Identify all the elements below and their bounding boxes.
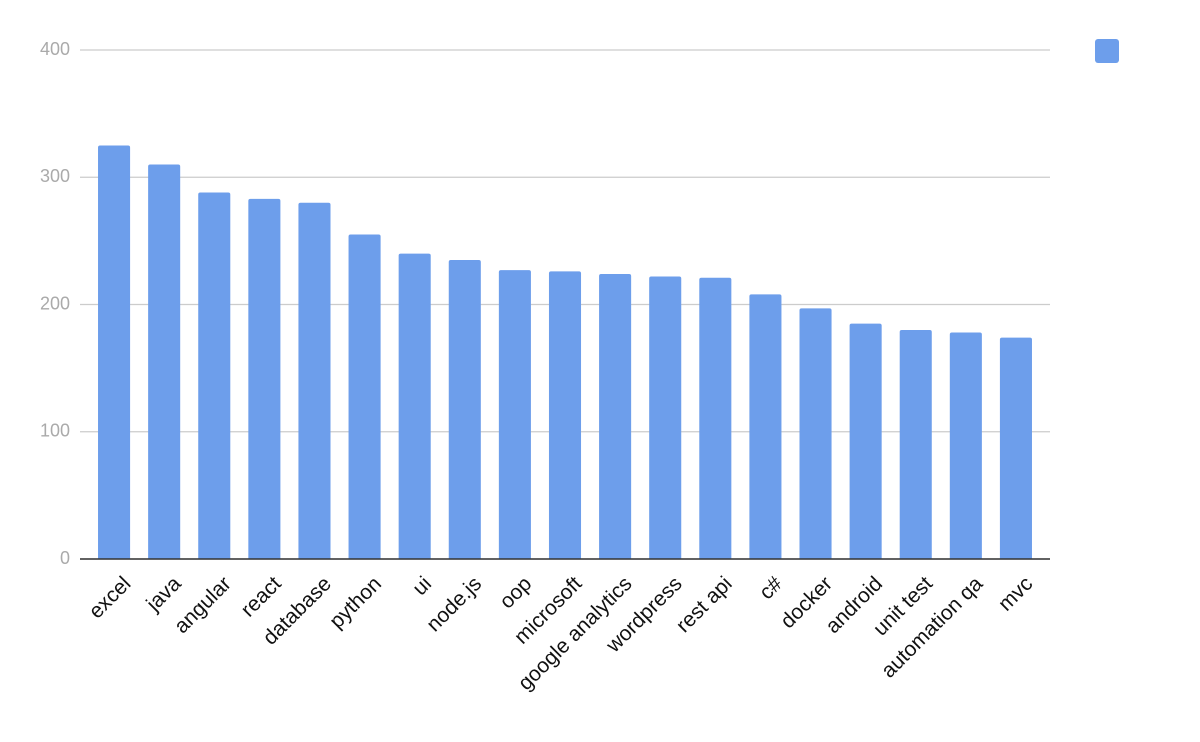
x-tick-label: c# bbox=[755, 572, 787, 604]
x-tick-label: mvc bbox=[994, 572, 1037, 615]
bar bbox=[248, 198, 281, 559]
bar bbox=[949, 332, 982, 559]
bar bbox=[599, 273, 632, 559]
bar bbox=[649, 276, 682, 559]
x-tick-label: node.js bbox=[422, 572, 486, 636]
bar bbox=[999, 337, 1032, 559]
bar bbox=[198, 192, 231, 559]
x-tick-label: angular bbox=[170, 572, 236, 638]
bar bbox=[98, 145, 131, 559]
legend-swatch bbox=[1095, 39, 1119, 63]
bar bbox=[348, 234, 381, 559]
x-tick-label: excel bbox=[85, 572, 136, 623]
y-tick-label: 400 bbox=[40, 39, 70, 59]
x-tick-label: java bbox=[141, 572, 185, 616]
bar bbox=[849, 323, 882, 559]
bar bbox=[699, 277, 732, 559]
y-tick-label: 300 bbox=[40, 166, 70, 186]
bar bbox=[498, 270, 531, 559]
bar bbox=[548, 271, 582, 559]
bar bbox=[148, 164, 181, 559]
y-tick-label: 200 bbox=[40, 293, 70, 313]
bar bbox=[448, 259, 481, 559]
y-tick-label: 100 bbox=[40, 421, 70, 441]
x-tick-label: ui bbox=[408, 572, 436, 600]
bar bbox=[749, 294, 782, 559]
bar bbox=[799, 308, 832, 559]
y-tick-label: 0 bbox=[60, 548, 70, 568]
x-tick-label: oop bbox=[495, 572, 536, 613]
x-tick-label: python bbox=[325, 572, 386, 633]
x-tick-label: rest api bbox=[672, 572, 737, 637]
bar bbox=[899, 329, 932, 559]
bar bbox=[298, 202, 331, 559]
bar bbox=[398, 253, 431, 559]
